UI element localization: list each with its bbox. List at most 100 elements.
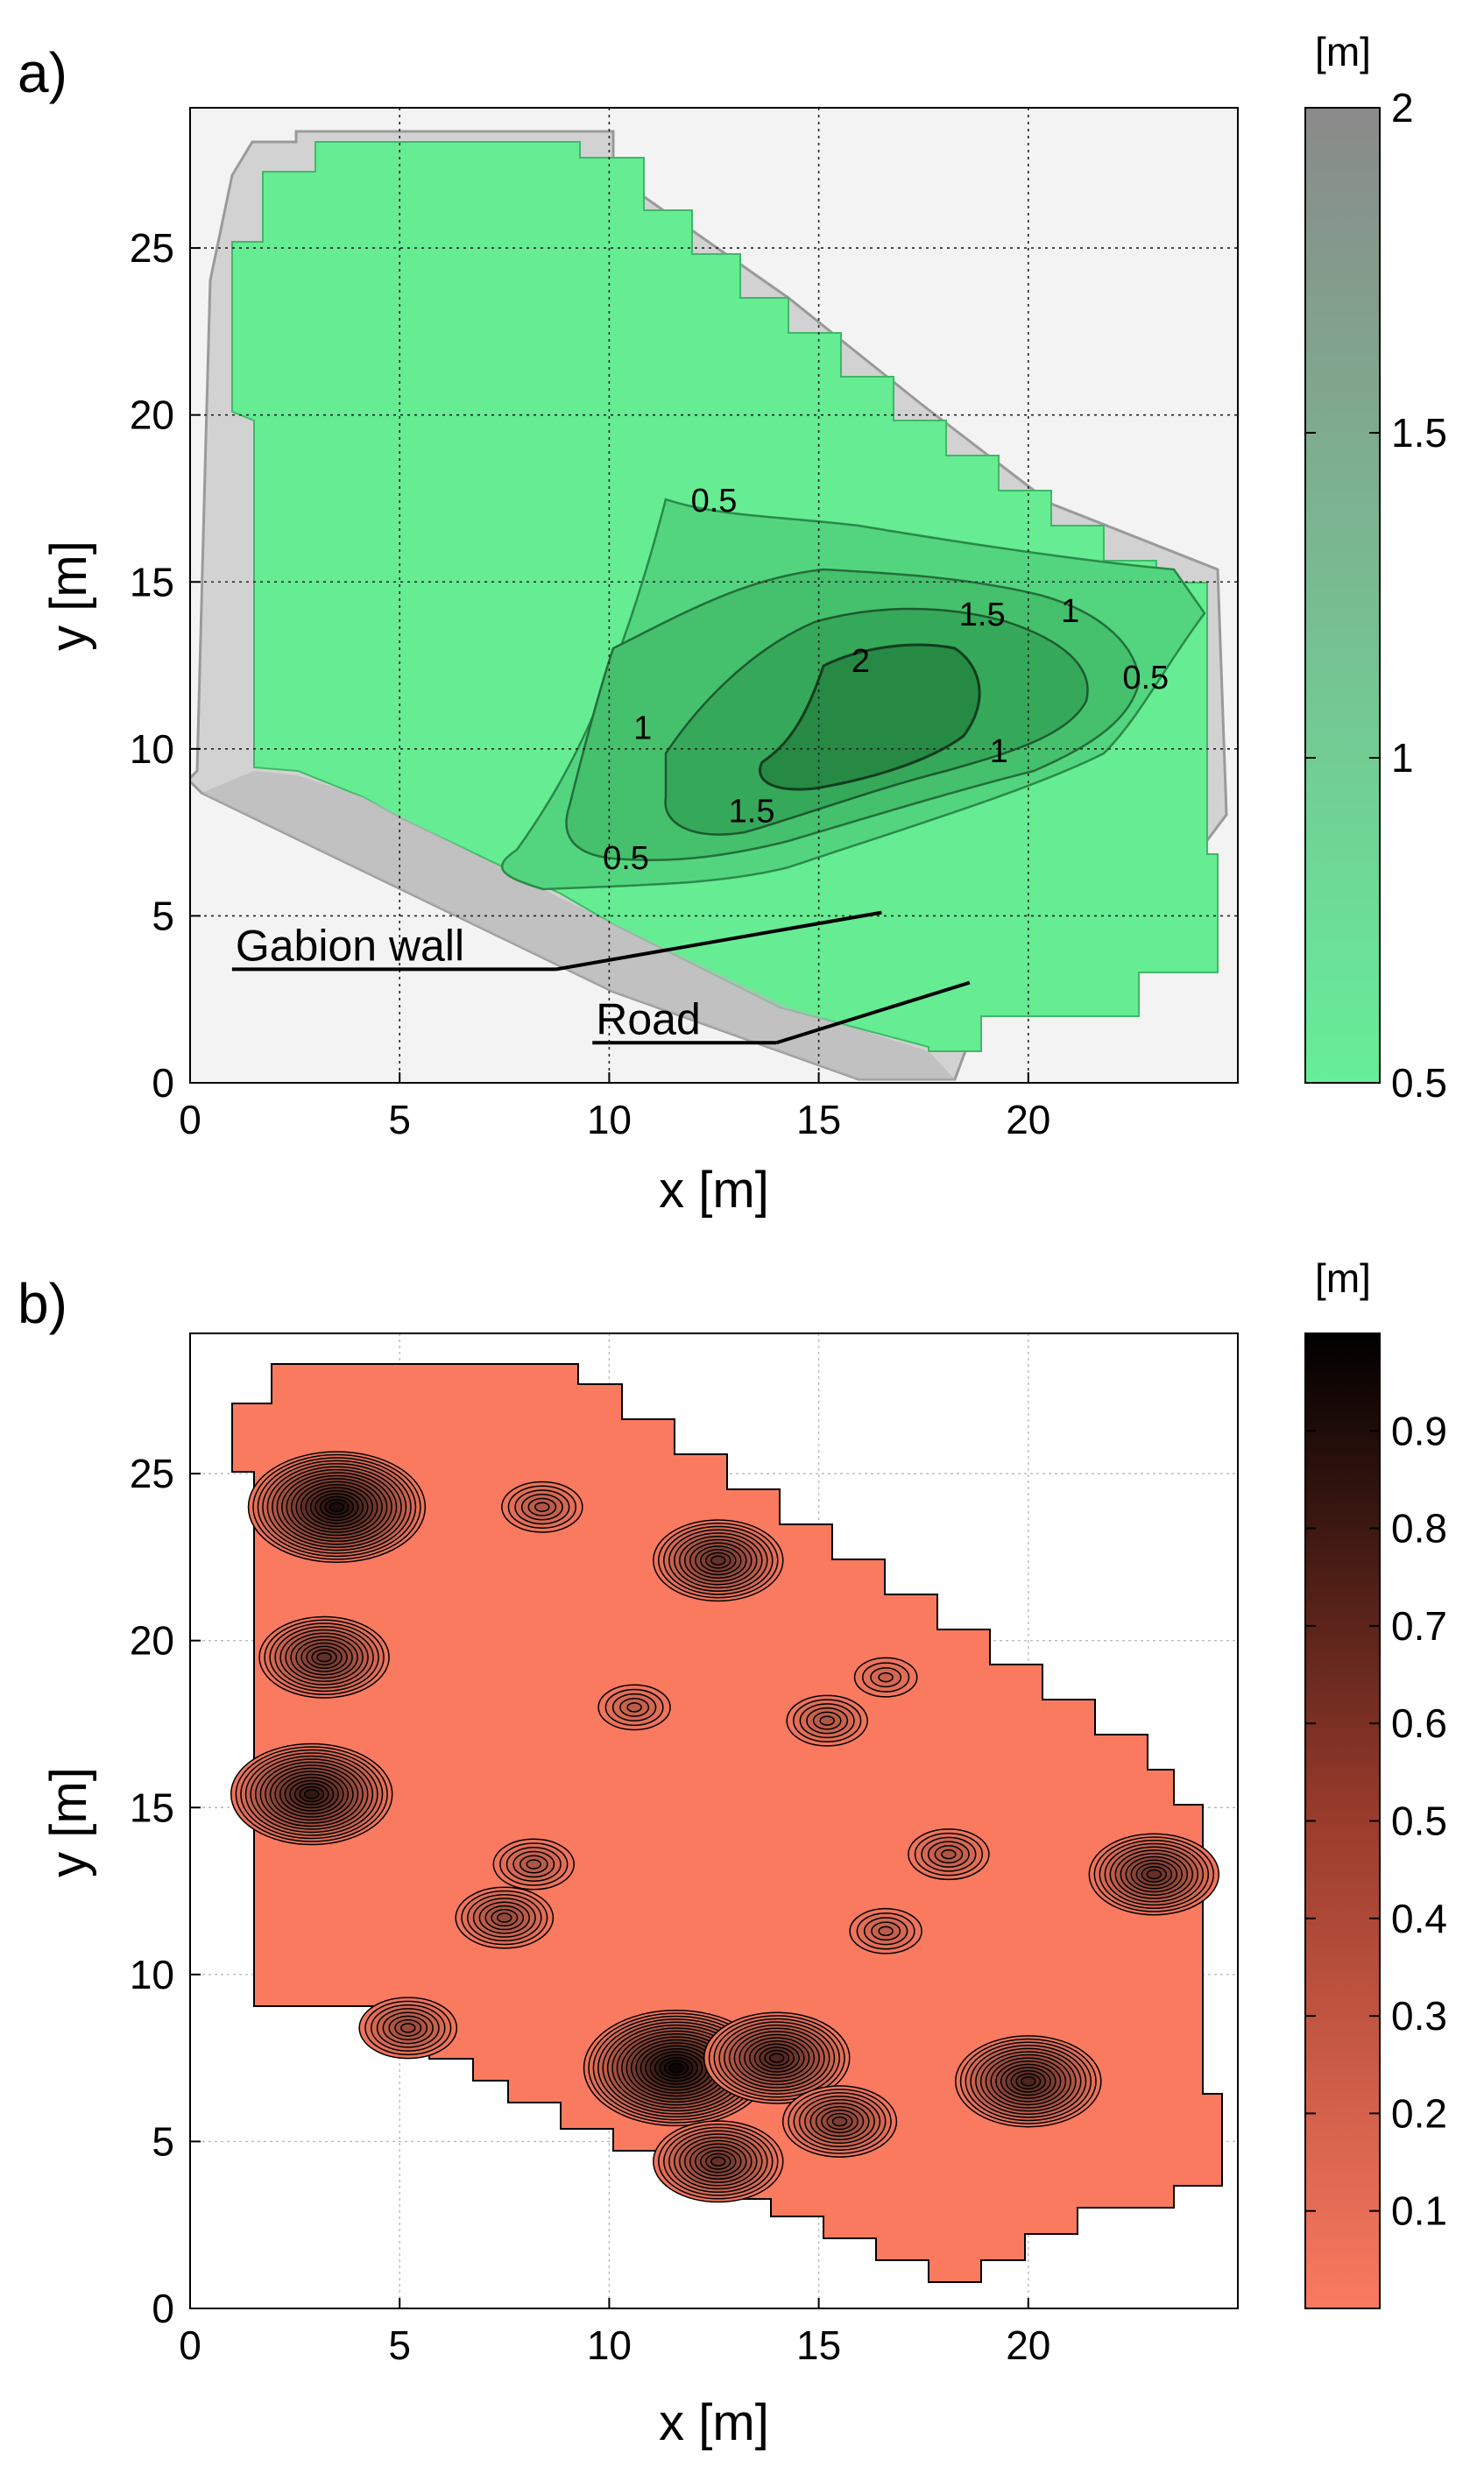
panel-b-map (230, 1363, 1223, 2283)
panel-b-colorbar-ticks: 0.1 0.2 0.3 0.4 0.5 0.6 0.7 0.8 0.9 (1305, 1408, 1447, 2234)
contour-label-1: 1 (1061, 593, 1079, 630)
hotspot-2 (230, 1742, 393, 1846)
panel-b-ticks: 0 5 10 15 20 0 5 10 15 20 25 (130, 1451, 1051, 2368)
panel-b-hotspots (230, 1451, 1220, 2203)
panel-a-x-tick-10: 10 (587, 1097, 632, 1142)
panel-b-colorbar-tick-8: 0.9 (1391, 1408, 1447, 1453)
panel-a-y-label: y [m] (40, 541, 97, 651)
panel-b-colorbar-tick-6: 0.7 (1391, 1603, 1447, 1649)
hotspot-7-contour-3 (878, 1672, 894, 1683)
hotspot-4-contour-11 (710, 1555, 726, 1566)
hotspot-6 (786, 1694, 868, 1747)
hotspot-3 (501, 1481, 583, 1533)
contour-label-8: 0.5 (603, 840, 649, 877)
annotation-leader-gabion-wall (555, 910, 882, 972)
hotspot-4 (653, 1519, 784, 1602)
hotspot-12-contour-18 (668, 2062, 684, 2074)
hotspot-7 (853, 1657, 918, 1698)
hotspot-11 (1088, 1833, 1220, 1916)
contour-label-7: 1 (633, 710, 652, 746)
panel-b-colorbar-tick-3: 0.4 (1391, 1896, 1447, 1941)
panel-a-colorbar-tick-2: 1.5 (1391, 410, 1447, 456)
panel-a-x-tick-15: 15 (796, 1097, 841, 1142)
panel-b-x-tick-5: 5 (388, 2322, 411, 2368)
panel-a-contour-labels: 0.5 1 1.5 2 1.5 1 0.5 1 0.5 (603, 483, 1169, 877)
panel-a-colorbar-ticks: 0.5 1 1.5 2 (1305, 85, 1447, 1106)
panel-b-x-tick-10: 10 (587, 2322, 632, 2368)
panel-b-frame (189, 1332, 1239, 2309)
panel-a-map (190, 130, 1228, 1081)
panel-a-frame (189, 107, 1239, 1084)
hotspot-8 (908, 1828, 990, 1881)
panel-b-colorbar-tick-2: 0.3 (1391, 1993, 1447, 2039)
annotation-leader-road (775, 980, 971, 1045)
hotspot-15 (955, 2035, 1102, 2128)
panel-b-y-tick-10: 10 (130, 1952, 174, 1997)
panel-a-colorbar-tick-1: 1 (1391, 735, 1414, 781)
panel-a-label: a) (18, 41, 67, 104)
contour-label-2: 1.5 (959, 597, 1006, 633)
panel-a-y-tick-15: 15 (130, 559, 174, 604)
hotspot-5 (597, 1684, 671, 1731)
panel-a-y-tick-5: 5 (152, 893, 174, 938)
panel-b-x-tick-20: 20 (1006, 2322, 1050, 2368)
panel-b-y-label: y [m] (40, 1767, 97, 1877)
panel-a-x-tick-20: 20 (1006, 1097, 1050, 1142)
panel-a-y-tick-0: 0 (152, 1060, 174, 1106)
hotspot-14-contour-11 (710, 2156, 726, 2167)
panel-b: b) 0 5 10 15 20 0 5 10 15 20 25 x [m] y [m] 0.1 0.2… (18, 1255, 1447, 2451)
panel-a-x-tick-5: 5 (388, 1097, 411, 1142)
hotspot-16-contour-7 (400, 2023, 416, 2033)
panel-b-y-tick-25: 25 (130, 1451, 174, 1496)
contour-label-0: 0.5 (691, 483, 738, 520)
panel-b-x-tick-0: 0 (179, 2322, 201, 2368)
panel-b-y-tick-20: 20 (130, 1618, 174, 1664)
hotspot-9-contour-4 (878, 1926, 894, 1937)
panel-a-ticks: 0 5 10 15 20 0 5 10 15 20 25 (130, 225, 1051, 1142)
panel-b-y-tick-0: 0 (152, 2286, 174, 2331)
panel-b-x-tick-15: 15 (796, 2322, 841, 2368)
panel-b-y-tick-15: 15 (130, 1785, 174, 1830)
hotspot-18 (781, 2085, 898, 2158)
hotspot-17 (455, 1886, 555, 1949)
contour-zone-2 (759, 643, 981, 791)
panel-b-colorbar-tick-4: 0.5 (1391, 1799, 1447, 1844)
panel-a-colorbar-tick-3: 2 (1391, 85, 1414, 131)
hotspot-13 (703, 2011, 851, 2104)
panel-a-colorbar-tick-0: 0.5 (1391, 1060, 1447, 1106)
hotspot-10 (492, 1838, 576, 1891)
hotspot-3-contour-5 (534, 1502, 550, 1512)
panel-a-x-label: x [m] (659, 1162, 769, 1219)
contour-label-4: 1.5 (729, 794, 775, 831)
hotspot-0-contour-17 (329, 1502, 345, 1512)
contour-label-6: 0.5 (1122, 660, 1169, 696)
hotspot-16 (358, 1997, 458, 2060)
hotspot-10-contour-5 (526, 1859, 542, 1870)
panel-b-colorbar-tick-7: 0.8 (1391, 1506, 1447, 1552)
hotspot-11-contour-11 (1146, 1869, 1162, 1880)
hotspot-0 (247, 1451, 427, 1564)
hotspot-14 (653, 2120, 784, 2203)
panel-a-colorbar (1304, 107, 1381, 1084)
panel-b-colorbar-unit: [m] (1315, 1255, 1371, 1301)
annotation-gabion-wall: Gabion wall (236, 921, 464, 970)
annotation-road: Road (596, 994, 701, 1043)
panel-b-label: b) (18, 1272, 67, 1335)
hotspot-17-contour-7 (497, 1912, 512, 1923)
panel-a-annotations: Gabion wall Road (231, 910, 971, 1045)
panel-b-y-tick-5: 5 (152, 2118, 174, 2164)
hotspot-1-contour-11 (316, 1651, 332, 1663)
panel-a-y-tick-25: 25 (130, 225, 174, 271)
hotspot-13-contour-13 (769, 2053, 785, 2063)
contour-label-3: 2 (852, 643, 870, 680)
panel-a-grid (190, 108, 1238, 1083)
panel-b-colorbar-tick-5: 0.6 (1391, 1700, 1447, 1746)
panel-b-x-label: x [m] (659, 2394, 769, 2451)
panel-a-y-tick-10: 10 (130, 726, 174, 772)
panel-a-colorbar-unit: [m] (1315, 29, 1371, 74)
contour-label-5: 1 (990, 733, 1008, 770)
panel-a-y-tick-20: 20 (130, 392, 174, 438)
gabion-rim (201, 771, 955, 1079)
